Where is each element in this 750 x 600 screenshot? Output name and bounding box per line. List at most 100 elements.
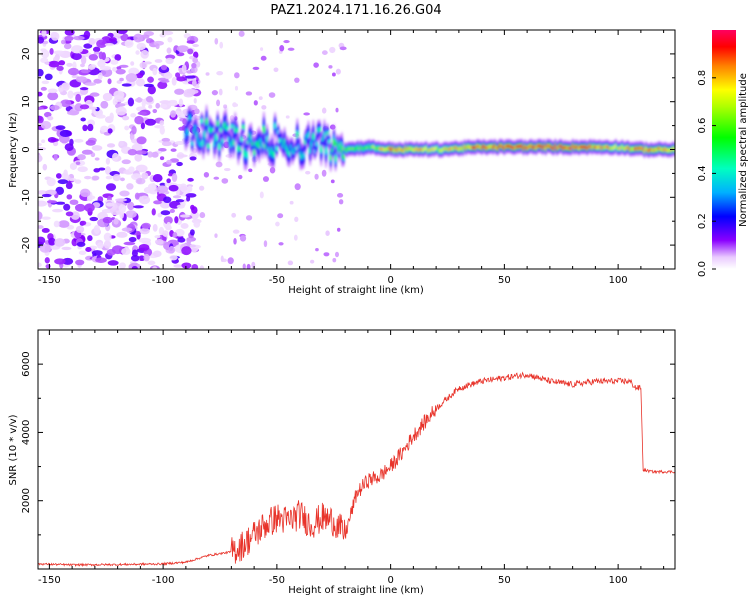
heatmap-noise-cell xyxy=(50,31,60,41)
snr-x-axis-label: Height of straight line (km) xyxy=(288,585,424,596)
heatmap-noise-cell xyxy=(176,76,186,82)
heatmap-noise-cell xyxy=(139,227,150,235)
heatmap-noise-cell xyxy=(84,82,97,86)
heatmap-noise-cell xyxy=(66,62,73,67)
heatmap-noise-cell xyxy=(131,125,137,135)
heatmap-noise-cell xyxy=(128,236,137,243)
heatmap-noise-cell xyxy=(133,205,144,209)
heatmap-noise-cell xyxy=(49,47,54,55)
heatmap-noise-cell xyxy=(79,104,90,110)
heatmap-noise-cell xyxy=(162,230,169,237)
heatmap-noise-cell xyxy=(172,195,182,199)
heatmap-noise-cell xyxy=(148,104,153,109)
heatmap-noise-cell xyxy=(192,148,198,154)
heatmap-noise-cell xyxy=(38,36,45,44)
heatmap-noise-cell xyxy=(38,91,43,97)
heatmap-noise-cell xyxy=(166,221,171,230)
heatmap-noise-cell xyxy=(87,64,96,70)
heatmap-scatter-cell xyxy=(221,178,229,184)
heatmap-noise-cell xyxy=(75,161,81,165)
heatmap-noise-cell xyxy=(91,145,103,151)
heatmap-scatter-cell xyxy=(269,167,276,174)
heatmap-noise-cell xyxy=(121,247,131,256)
heatmap-noise-cell xyxy=(80,63,85,68)
heatmap-scatter-cell xyxy=(218,88,223,96)
heatmap-noise-cell xyxy=(166,47,172,54)
heatmap-noise-cell xyxy=(74,103,84,112)
heatmap-noise-cell xyxy=(154,124,165,129)
heatmap-noise-cell xyxy=(140,49,149,59)
heatmap-scatter-cell xyxy=(321,50,328,55)
y-tick-label: -20 xyxy=(21,237,32,253)
heatmap-noise-cell xyxy=(116,66,122,70)
heatmap-noise-cell xyxy=(168,246,175,254)
heatmap-noise-cell xyxy=(147,85,156,95)
heatmap-ridge xyxy=(184,104,675,173)
heatmap-noise-cell xyxy=(55,173,62,179)
heatmap-ridge-cell xyxy=(332,138,336,147)
x-tick-label: -150 xyxy=(38,275,61,286)
spectrogram-y-ticks: -20 -10 0 10 20 xyxy=(21,29,675,270)
heatmap-noise-cell xyxy=(152,223,158,232)
heatmap-scatter-cell xyxy=(214,233,218,238)
heatmap-noise-cell xyxy=(100,68,113,77)
heatmap-noise-cell xyxy=(161,141,172,147)
heatmap-noise-cell xyxy=(102,216,113,224)
heatmap-scatter-cell xyxy=(336,227,341,232)
heatmap-ridge-cell xyxy=(206,143,210,149)
heatmap-scatter-cell xyxy=(335,68,341,75)
heatmap-scatter-cell xyxy=(192,79,197,87)
heatmap-noise-cell xyxy=(159,100,171,104)
heatmap-scatter-cell xyxy=(234,72,240,79)
heatmap-ridge-cell xyxy=(200,118,204,124)
heatmap-noise-cell xyxy=(185,193,197,198)
heatmap-noise-cell xyxy=(187,177,194,182)
heatmap-noise-cell xyxy=(87,235,93,242)
y-tick-label: 10 xyxy=(21,95,32,108)
heatmap-noise-cell xyxy=(159,126,165,135)
x-tick-label: 50 xyxy=(498,575,511,586)
heatmap-noise-cell xyxy=(38,211,43,221)
heatmap-noise-cell xyxy=(151,151,159,158)
heatmap-scatter-cell xyxy=(220,255,224,263)
heatmap-scatter-cell xyxy=(294,216,299,223)
heatmap-noise-cell xyxy=(84,203,95,213)
heatmap-noise-cell xyxy=(113,90,125,100)
heatmap-scatter-cell xyxy=(258,96,263,100)
spectrogram-x-ticks: -150 -100 -50 0 50 100 xyxy=(38,30,665,286)
heatmap-noise-cell xyxy=(98,51,104,60)
heatmap-noise-cell xyxy=(176,45,189,53)
heatmap-scatter-cell xyxy=(263,240,268,248)
heatmap-noise-cell xyxy=(87,123,94,132)
heatmap-noise-cell xyxy=(47,116,54,121)
heatmap-scatter-cell xyxy=(321,169,327,177)
heatmap-noise-cell xyxy=(93,51,100,55)
heatmap-noise-cell xyxy=(47,88,58,94)
heatmap-noise-cell xyxy=(147,260,156,266)
heatmap-noise-cell xyxy=(138,243,150,251)
heatmap-noise-cell xyxy=(174,216,179,224)
heatmap-scatter-cell xyxy=(193,97,197,104)
heatmap-scatter-cell xyxy=(310,259,315,264)
heatmap-noise-cell xyxy=(80,117,86,122)
heatmap-scatter-cell xyxy=(216,99,221,107)
heatmap-noise-cell xyxy=(91,250,103,256)
heatmap-noise-cell xyxy=(118,204,127,213)
heatmap-noise-cell xyxy=(82,124,88,132)
heatmap-noise-cell xyxy=(152,174,163,183)
heatmap-noise-cell xyxy=(126,183,134,190)
heatmap-noise-cell xyxy=(147,183,157,190)
heatmap-ridge-cell xyxy=(241,125,245,130)
heatmap-scatter-cell xyxy=(268,92,276,98)
heatmap-noise-cell xyxy=(135,150,147,155)
heatmap-noise-cell xyxy=(41,30,47,37)
heatmap-noise-cell xyxy=(125,73,138,83)
heatmap-noise-cell xyxy=(169,255,178,261)
heatmap-noise-cell xyxy=(95,114,106,119)
x-tick-label: -50 xyxy=(269,275,285,286)
heatmap-noise-cell xyxy=(112,67,117,72)
heatmap-noise-cell xyxy=(181,262,192,269)
heatmap-noise-cell xyxy=(121,83,132,87)
heatmap-scatter-cell xyxy=(252,66,260,70)
